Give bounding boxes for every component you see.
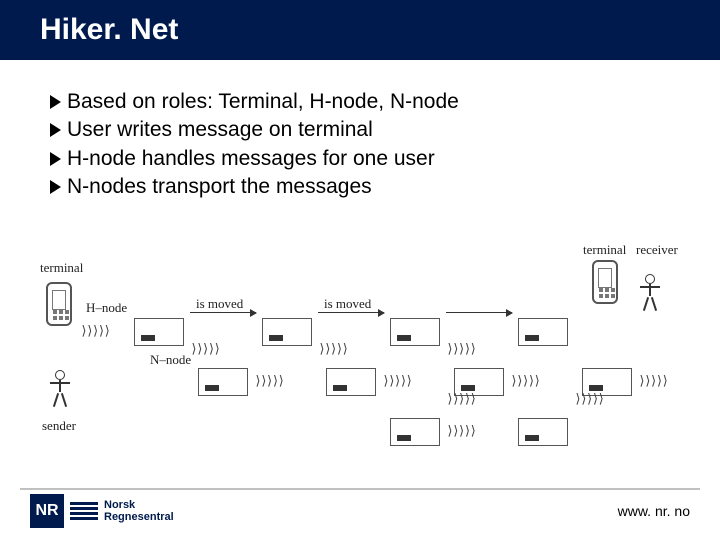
logo-text-line: Norsk	[104, 499, 174, 511]
logo-stripes-icon	[70, 502, 98, 520]
label-is-moved: is moved	[196, 296, 243, 312]
footer: NR Norsk Regnesentral www. nr. no	[0, 490, 720, 540]
move-arrow	[190, 312, 256, 313]
move-arrow	[446, 312, 512, 313]
nr-logo: NR Norsk Regnesentral	[30, 494, 174, 528]
wave-icon: ⟩⟩⟩⟩⟩	[190, 342, 219, 357]
wave-icon: ⟩⟩⟩⟩⟩	[382, 374, 411, 389]
label-receiver: receiver	[636, 242, 678, 258]
n-node-box	[518, 418, 568, 446]
page-title: Hiker. Net	[40, 13, 178, 47]
header-bar: Hiker. Net	[0, 0, 720, 60]
wave-icon: ⟩⟩⟩⟩⟩	[446, 342, 475, 357]
n-node-box	[390, 418, 440, 446]
bullet-text: User writes message on terminal	[67, 116, 373, 144]
bullet-item: N-nodes transport the messages	[50, 173, 680, 201]
triangle-icon	[50, 180, 61, 194]
label-terminal-left: terminal	[40, 260, 83, 276]
move-arrow	[318, 312, 384, 313]
label-n-node: N–node	[150, 352, 191, 368]
bullet-text: H-node handles messages for one user	[67, 145, 435, 173]
label-h-node: H–node	[86, 300, 127, 316]
terminal-phone-icon	[46, 282, 72, 326]
h-node-box	[262, 318, 312, 346]
bullet-text: N-nodes transport the messages	[67, 173, 372, 201]
wave-icon: ⟩⟩⟩⟩⟩	[254, 374, 283, 389]
logo-text-line: Regnesentral	[104, 511, 174, 523]
bullet-list: Based on roles: Terminal, H-node, N-node…	[50, 88, 680, 201]
bullet-text: Based on roles: Terminal, H-node, N-node	[67, 88, 459, 116]
logo-mark: NR	[30, 494, 64, 528]
logo-text: Norsk Regnesentral	[104, 499, 174, 523]
h-node-box	[390, 318, 440, 346]
content-area: Based on roles: Terminal, H-node, N-node…	[0, 60, 720, 201]
sender-person-icon	[50, 370, 70, 410]
receiver-person-icon	[640, 274, 660, 314]
triangle-icon	[50, 152, 61, 166]
wave-icon: ⟩⟩⟩⟩⟩	[318, 342, 347, 357]
bullet-item: User writes message on terminal	[50, 116, 680, 144]
footer-url: www. nr. no	[618, 503, 690, 519]
wave-icon: ⟩⟩⟩⟩⟩	[574, 392, 603, 407]
wave-icon: ⟩⟩⟩⟩⟩	[510, 374, 539, 389]
n-node-box	[198, 368, 248, 396]
n-node-box	[326, 368, 376, 396]
label-sender: sender	[42, 418, 76, 434]
triangle-icon	[50, 123, 61, 137]
label-is-moved: is moved	[324, 296, 371, 312]
wave-icon: ⟩⟩⟩⟩⟩	[446, 424, 475, 439]
hikernet-diagram: terminal terminal receiver sender H–node…	[40, 260, 680, 460]
bullet-item: H-node handles messages for one user	[50, 145, 680, 173]
wave-icon: ⟩⟩⟩⟩⟩	[638, 374, 667, 389]
h-node-box	[518, 318, 568, 346]
terminal-phone-icon	[592, 260, 618, 304]
triangle-icon	[50, 95, 61, 109]
wave-icon: ⟩⟩⟩⟩⟩	[446, 392, 475, 407]
label-terminal-right: terminal	[583, 242, 626, 258]
h-node-box	[134, 318, 184, 346]
bullet-item: Based on roles: Terminal, H-node, N-node	[50, 88, 680, 116]
wave-icon: ⟩⟩⟩⟩⟩	[80, 324, 109, 339]
